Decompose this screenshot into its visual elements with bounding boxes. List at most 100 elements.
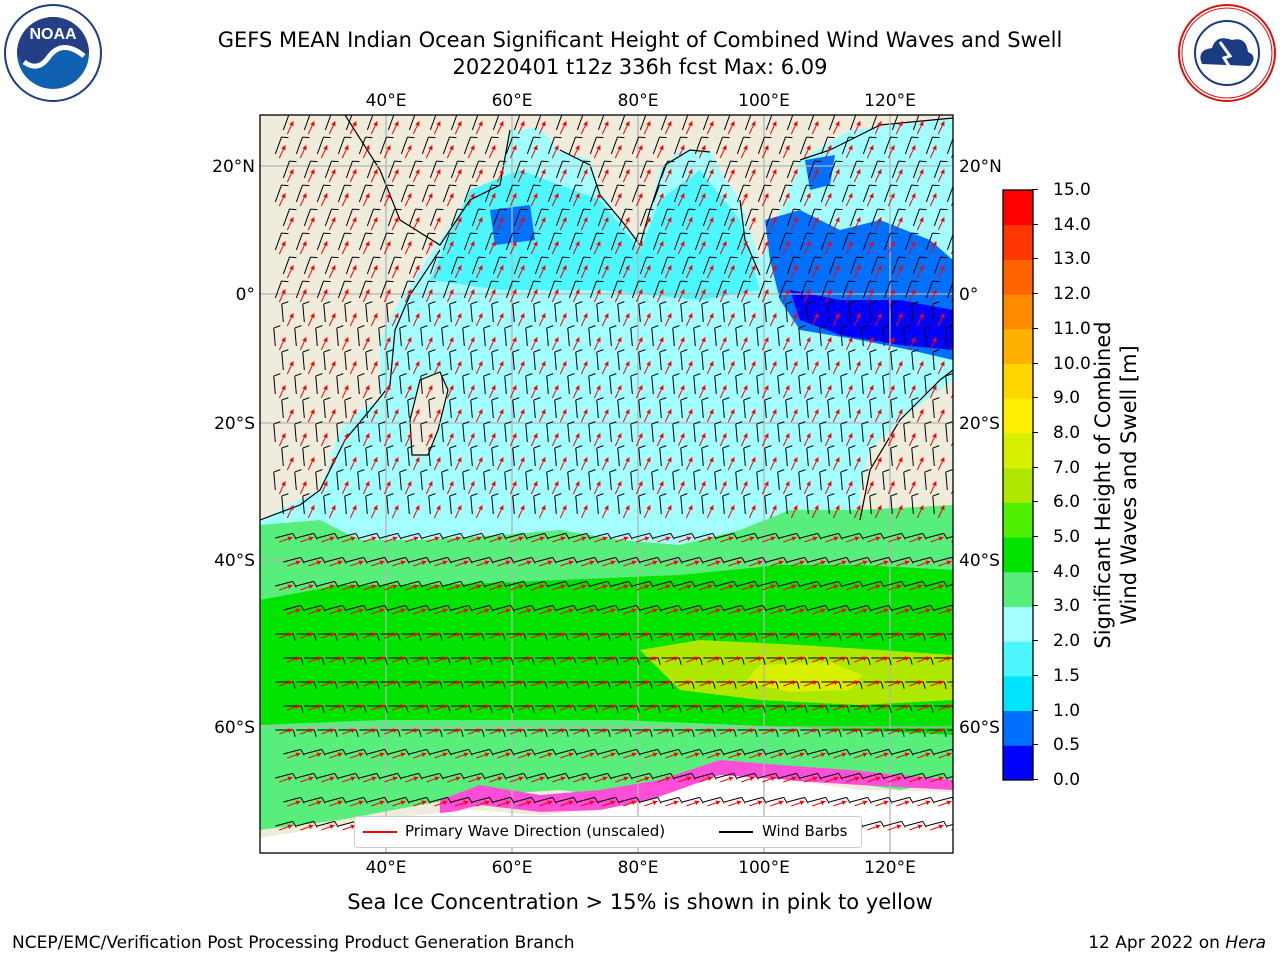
wave-direction-arrowhead [877, 217, 882, 223]
wave-direction-arrowhead [316, 560, 322, 565]
wave-direction-arrowhead [848, 289, 853, 295]
wave-direction-arrowhead [560, 632, 566, 637]
wave-direction-arrowhead [491, 433, 496, 439]
wave-direction-arrowhead [778, 608, 784, 613]
wave-direction-arrowhead [686, 584, 692, 589]
wind-barb-flag [334, 729, 338, 737]
wind-barb [800, 532, 818, 539]
wind-barb-flag [315, 469, 323, 473]
wave-direction-arrowhead [730, 361, 735, 367]
wind-barb-flag [562, 160, 570, 163]
wind-barb [912, 208, 920, 227]
wind-barb-flag [596, 136, 604, 139]
wind-barb-flag [840, 421, 848, 425]
wind-barb [588, 424, 591, 443]
wind-barb [884, 820, 902, 827]
wave-direction-arrowhead [778, 800, 784, 805]
wind-barb-flag [426, 657, 430, 665]
wind-barb [442, 280, 450, 299]
wave-direction-arrowhead [673, 752, 679, 757]
wind-barb-flag [607, 681, 611, 689]
wave-direction-arrowhead [749, 776, 755, 781]
wave-direction-arrowhead [757, 704, 763, 709]
wind-barb-flag [659, 445, 667, 449]
wind-barb [934, 556, 952, 563]
wind-barb-flag [405, 557, 410, 564]
wave-direction-arrowhead [499, 313, 504, 319]
wind-barb-flag [470, 349, 478, 353]
wave-direction-arrowhead [665, 680, 671, 685]
wind-barb-flag [659, 280, 667, 283]
wind-barb [756, 472, 759, 491]
wind-barb-flag [457, 160, 465, 163]
wind-barb-flag [691, 681, 695, 689]
wind-barb [338, 820, 356, 827]
wave-direction-arrow [950, 345, 953, 351]
wave-direction-arrowhead [541, 169, 546, 175]
wind-barb [569, 580, 587, 587]
wind-barb-flag [930, 605, 935, 612]
wind-barb [357, 376, 360, 395]
wave-direction-arrowhead [434, 536, 440, 541]
wave-direction-arrowhead [848, 337, 853, 343]
wave-direction-arrowhead [373, 457, 378, 463]
wave-direction-arrowhead [497, 584, 503, 589]
wind-barb [737, 532, 755, 539]
wind-barb-flag [783, 557, 788, 564]
wave-direction-arrowhead [833, 680, 839, 685]
wind-barb-flag [922, 681, 926, 689]
lon-label-top-3: 100°E [738, 91, 790, 111]
wave-direction-arrowhead [470, 145, 475, 151]
wind-barb-flag [827, 136, 835, 139]
wave-direction-arrowhead [722, 481, 727, 487]
wind-barb-flag [405, 797, 410, 804]
wind-barb-flag [680, 493, 688, 497]
wave-direction-arrowhead [295, 752, 301, 757]
wind-barb [660, 160, 668, 179]
wind-barb [324, 256, 332, 275]
wind-barb-flag [491, 280, 499, 283]
wave-direction-arrowhead [331, 265, 336, 271]
wind-barb-flag [470, 493, 478, 497]
wind-barb [449, 496, 452, 515]
wind-barb [575, 400, 578, 419]
wind-barb [401, 532, 419, 539]
wave-direction-arrowhead [625, 457, 630, 463]
wave-direction-arrowhead [436, 457, 441, 463]
wind-barb-flag [483, 373, 491, 377]
wind-barb-flag [302, 445, 310, 449]
wind-barb-flag [491, 136, 499, 139]
wave-direction-arrowhead [799, 752, 805, 757]
wind-barb [430, 748, 448, 755]
wave-direction-arrowhead [751, 313, 756, 319]
wind-barb-flag [310, 208, 318, 211]
wave-direction-arrowhead [730, 409, 735, 415]
wind-barb-flag [670, 633, 674, 641]
wind-barb-flag [693, 373, 701, 377]
wind-barb [449, 304, 452, 323]
wind-barb [491, 496, 494, 515]
wave-direction-arrowhead [562, 409, 567, 415]
colorbar-tick-mark-3 [1032, 293, 1038, 295]
wave-direction-arrowhead [539, 584, 545, 589]
wind-barb-flag [922, 729, 926, 737]
wind-barb [891, 256, 899, 275]
wind-barb [421, 280, 429, 299]
wind-barb [506, 532, 524, 539]
wind-barb-flag [502, 581, 507, 588]
wind-barb-flag [754, 729, 758, 737]
wave-direction-arrow [959, 609, 972, 614]
wind-barb-flag [930, 705, 934, 713]
wind-barb [891, 160, 899, 179]
wave-direction-arrowhead [575, 481, 580, 487]
wind-barb-flag [365, 445, 373, 449]
wind-barb-flag [680, 232, 688, 235]
wind-barb-flag [919, 113, 926, 114]
wind-barb-flag [481, 773, 486, 780]
wind-barb [659, 304, 662, 323]
wind-barb-flag [741, 797, 746, 804]
wind-barbs-legend-line [719, 831, 753, 833]
wind-barb [682, 748, 700, 755]
wind-barb-flag [470, 397, 478, 401]
wind-barb-flag [300, 797, 305, 804]
